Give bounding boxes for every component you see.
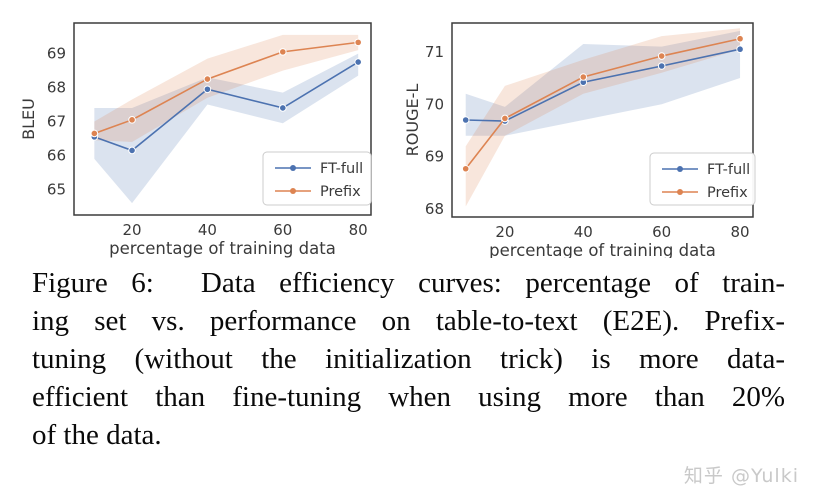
x-tick-label: 80: [349, 221, 368, 239]
data-point-ft-full: [354, 58, 362, 66]
legend-marker: [677, 166, 683, 172]
data-point-prefix: [203, 75, 212, 83]
bleu-line-chart: 20 40 60 80 65 66 67 68 69 percentage of training…: [19, 22, 372, 258]
data-point-ft-full: [736, 45, 744, 54]
y-tick-label: 69: [47, 45, 66, 63]
zhihu-watermark: 知乎 @Yulki: [683, 465, 799, 487]
x-axis-label: percentage of training data: [489, 241, 716, 258]
y-tick-label: 65: [47, 181, 66, 199]
data-point-prefix: [736, 34, 744, 43]
data-point-ft-full: [128, 146, 136, 155]
x-tick-label: 60: [273, 221, 292, 239]
caption-line: tuning (without the initialization trick…: [32, 343, 785, 375]
rouge-l-line-chart: 20 40 60 80 68 69 70 71 percentage of training d…: [405, 22, 756, 258]
confidence-band-ft-full: [465, 30, 741, 136]
x-axis-label: percentage of training data: [109, 239, 336, 258]
data-point-prefix: [279, 48, 287, 56]
caption-line: Figure 6: Data efficiency curves: percen…: [32, 267, 785, 299]
caption-line: ing set vs. performance on table-to-text…: [32, 305, 785, 337]
confidence-band-prefix: [94, 34, 359, 142]
x-tick-label: 20: [122, 221, 141, 239]
data-point-ft-full: [279, 104, 287, 112]
caption-line: of the data.: [32, 419, 162, 451]
y-tick-label: 70: [425, 95, 444, 113]
figure-caption: Figure 6: Data efficiency curves: percen…: [32, 264, 785, 454]
y-tick-label: 71: [425, 43, 444, 61]
x-tick-label: 40: [198, 221, 217, 239]
y-axis-label: ROUGE-L: [405, 84, 422, 157]
axes-box: [73, 22, 372, 216]
data-point-ft-full: [461, 116, 470, 124]
legend-label: Prefix: [707, 185, 748, 201]
legend-label: FT-full: [320, 161, 363, 177]
confidence-band-prefix: [465, 28, 741, 207]
legend-marker: [290, 165, 296, 171]
y-tick-label: 68: [47, 79, 66, 97]
y-axis-label: BLEU: [19, 98, 38, 140]
x-tick-label: 40: [574, 223, 593, 241]
data-point-prefix: [501, 114, 509, 123]
legend-label: Prefix: [320, 184, 361, 200]
legend-marker: [677, 189, 683, 195]
data-point-prefix: [354, 38, 362, 47]
y-tick-label: 67: [47, 113, 66, 131]
axes-box: [451, 22, 754, 218]
x-tick-label: 60: [652, 223, 671, 241]
data-point-prefix: [90, 129, 99, 138]
x-tick-label: 80: [731, 223, 750, 241]
x-tick-label: 20: [495, 223, 514, 241]
legend-label: FT-full: [707, 162, 750, 178]
data-point-prefix: [128, 116, 136, 124]
data-point-prefix: [461, 164, 470, 173]
data-point-ft-full: [203, 85, 212, 94]
data-point-ft-full: [657, 62, 666, 70]
y-tick-label: 68: [425, 200, 444, 218]
data-point-prefix: [579, 73, 588, 81]
confidence-band-ft-full: [94, 53, 359, 204]
data-point-prefix: [657, 52, 666, 60]
y-tick-label: 69: [425, 148, 444, 166]
legend-marker: [290, 188, 296, 194]
y-tick-label: 66: [47, 147, 66, 165]
caption-line: efficient than fine-tuning when using mo…: [32, 381, 785, 413]
